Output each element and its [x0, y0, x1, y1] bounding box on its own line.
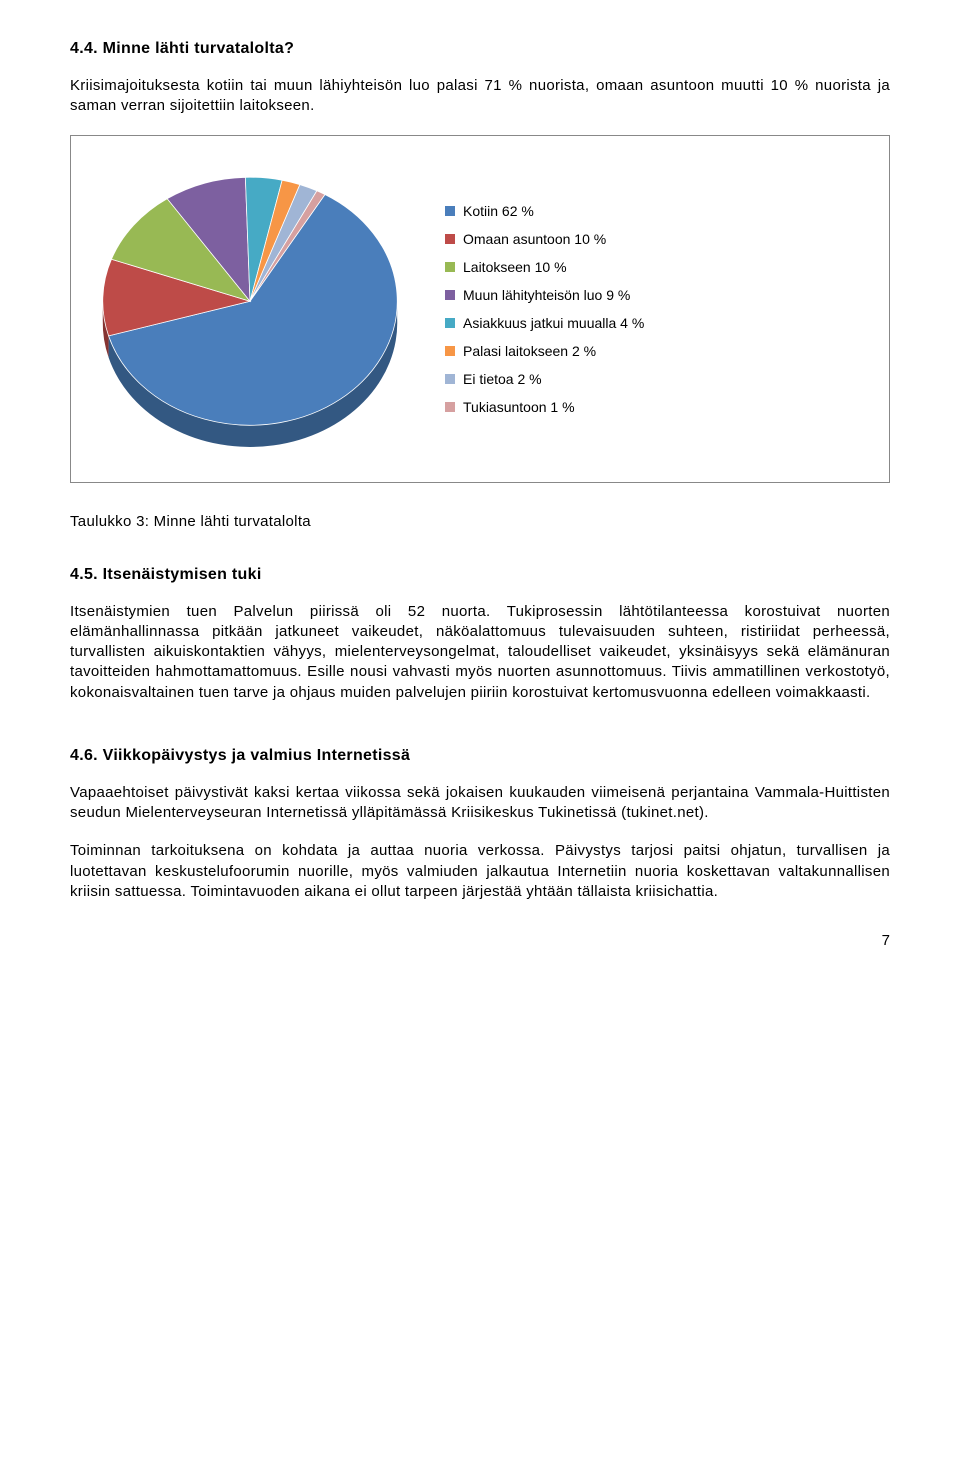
- legend-swatch: [445, 346, 455, 356]
- section-46-para-1: Vapaaehtoiset päivystivät kaksi kertaa v…: [70, 783, 890, 824]
- legend-label: Omaan asuntoon 10 %: [463, 231, 606, 247]
- legend-label: Asiakkuus jatkui muualla 4 %: [463, 315, 644, 331]
- pie-legend: Kotiin 62 % Omaan asuntoon 10 % Laitokseen…: [445, 203, 644, 415]
- pie-chart-container: Kotiin 62 % Omaan asuntoon 10 % Laitokseen…: [70, 135, 890, 483]
- section-45-heading: 4.5. Itsenäistymisen tuki: [70, 566, 890, 584]
- legend-swatch: [445, 290, 455, 300]
- legend-label: Palasi laitokseen 2 %: [463, 343, 596, 359]
- legend-label: Laitokseen 10 %: [463, 259, 567, 275]
- legend-swatch: [445, 262, 455, 272]
- section-44-para-1: Kriisimajoituksesta kotiin tai muun lähi…: [70, 76, 890, 117]
- section-44-heading: 4.4. Minne lähti turvatalolta?: [70, 40, 890, 58]
- legend-swatch: [445, 402, 455, 412]
- legend-swatch: [445, 206, 455, 216]
- legend-item: Muun lähityhteisön luo 9 %: [445, 287, 644, 303]
- section-46-para-2: Toiminnan tarkoituksena on kohdata ja au…: [70, 841, 890, 902]
- legend-label: Ei tietoa 2 %: [463, 371, 542, 387]
- legend-item: Omaan asuntoon 10 %: [445, 231, 644, 247]
- legend-item: Ei tietoa 2 %: [445, 371, 644, 387]
- legend-swatch: [445, 234, 455, 244]
- legend-label: Kotiin 62 %: [463, 203, 534, 219]
- legend-label: Muun lähityhteisön luo 9 %: [463, 287, 630, 303]
- pie-chart: [95, 154, 405, 464]
- legend-item: Asiakkuus jatkui muualla 4 %: [445, 315, 644, 331]
- legend-item: Palasi laitokseen 2 %: [445, 343, 644, 359]
- section-46-heading: 4.6. Viikkopäivystys ja valmius Internet…: [70, 747, 890, 765]
- section-45-para-1: Itsenäistymien tuen Palvelun piirissä ol…: [70, 602, 890, 703]
- legend-swatch: [445, 374, 455, 384]
- page-number: 7: [70, 932, 890, 949]
- legend-item: Tukiasuntoon 1 %: [445, 399, 644, 415]
- legend-swatch: [445, 318, 455, 328]
- legend-label: Tukiasuntoon 1 %: [463, 399, 575, 415]
- chart-caption: Taulukko 3: Minne lähti turvatalolta: [70, 513, 890, 530]
- legend-item: Laitokseen 10 %: [445, 259, 644, 275]
- legend-item: Kotiin 62 %: [445, 203, 644, 219]
